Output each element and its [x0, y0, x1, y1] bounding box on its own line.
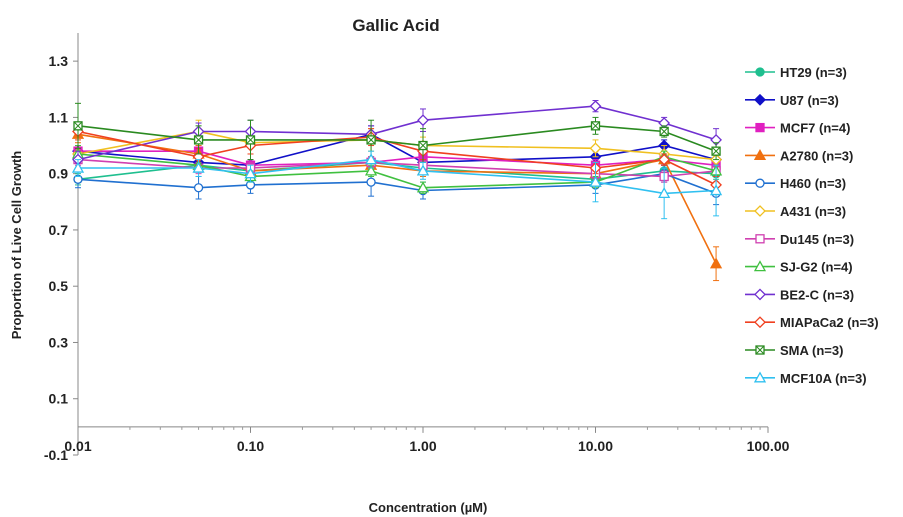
data-point [755, 122, 765, 133]
series-line [77, 133, 717, 265]
y-tick-label: -0.1 [44, 447, 68, 463]
legend-item-mcf7: MCF7 (n=4) [745, 121, 850, 136]
x-tick-label: 1.00 [409, 438, 436, 454]
data-point [658, 187, 671, 199]
data-point [244, 167, 257, 179]
data-point [589, 175, 602, 187]
data-point [366, 177, 376, 187]
legend-item-sma: SMA (n=3) [745, 343, 843, 358]
legend-label: MCF10A (n=3) [780, 371, 867, 386]
data-point [416, 181, 430, 193]
data-point [658, 153, 671, 166]
y-tick-label: 0.3 [49, 334, 69, 350]
data-point [755, 67, 765, 77]
data-point [589, 142, 602, 155]
data-point [754, 205, 766, 217]
x-tick-label: 10.00 [578, 438, 613, 454]
y-tick-label: 1.3 [49, 53, 69, 69]
data-point [754, 93, 766, 106]
axes: -0.1 0.1 0.3 0.5 0.7 0.9 1.1 1.3 0.01 0.10 1.00 10.… [44, 33, 790, 463]
legend-label: HT29 (n=3) [780, 65, 847, 80]
legend-item-ht29: HT29 (n=3) [745, 65, 847, 80]
legend-item-h460: H460 (n=3) [745, 176, 846, 191]
x-axis-title: Concentration (µM) [369, 500, 488, 515]
y-tick-label: 0.5 [49, 278, 69, 294]
series-line [77, 158, 717, 178]
marker-cross [418, 141, 428, 150]
series-line [77, 105, 717, 161]
legend-label: H460 (n=3) [780, 176, 846, 191]
y-axis-title: Proportion of Live Cell Growth [9, 151, 24, 340]
x-tick-label: 0.10 [237, 438, 264, 454]
data-point [192, 161, 205, 173]
series-sma [73, 102, 721, 163]
legend-label: A2780 (n=3) [780, 148, 853, 163]
data-point [193, 183, 204, 193]
data-point [71, 161, 85, 173]
data-point [755, 234, 765, 244]
series-mcf10a [71, 150, 723, 220]
y-tick-label: 0.1 [49, 391, 69, 407]
data-point [754, 288, 766, 301]
legend-item-mcf10a: MCF10A (n=3) [745, 371, 867, 386]
data-point [754, 316, 766, 329]
legend-label: U87 (n=3) [780, 93, 839, 108]
legend-label: MIAPaCa2 (n=3) [780, 315, 879, 330]
marker-cross [366, 135, 376, 145]
data-point [709, 257, 723, 269]
marker-cross [711, 146, 721, 156]
legend-label: MCF7 (n=4) [780, 121, 850, 136]
marker-cross [194, 135, 203, 145]
legend: HT29 (n=3) U87 (n=3) MCF7 (n=4) A2780 (n=3)… [745, 65, 879, 386]
legend-label: A431 (n=3) [780, 204, 846, 219]
data-point [364, 164, 378, 176]
series-line [77, 124, 717, 152]
legend-item-du145: Du145 (n=3) [745, 232, 854, 247]
series-line [77, 130, 717, 186]
series-line [77, 133, 717, 167]
legend-label: SMA (n=3) [780, 343, 843, 358]
y-tick-label: 0.9 [49, 166, 69, 182]
legend-item-a2780: A2780 (n=3) [745, 148, 853, 163]
x-tick-label: 0.01 [64, 438, 91, 454]
marker-cross [246, 135, 255, 145]
legend-item-a431: A431 (n=3) [745, 204, 846, 219]
data-point [709, 184, 723, 196]
marker-cross [755, 345, 765, 355]
data-point [753, 371, 767, 383]
legend-item-u87: U87 (n=3) [745, 93, 839, 108]
y-tick-label: 1.1 [49, 109, 69, 125]
legend-label: SJ-G2 (n=4) [780, 260, 853, 275]
series-miapaca2 [72, 122, 722, 194]
data-point [417, 114, 429, 127]
y-tick-label: 0.7 [49, 222, 69, 238]
x-tick-label: 100.00 [747, 438, 790, 454]
data-point [753, 260, 767, 272]
data-point [589, 100, 602, 113]
data-point [753, 149, 767, 161]
legend-item-be2-c: BE2-C (n=3) [745, 287, 854, 302]
marker-cross [73, 121, 83, 131]
series-line [77, 130, 717, 161]
data-point [364, 153, 378, 165]
data-point [416, 164, 430, 176]
marker-cross [591, 121, 600, 131]
legend-label: Du145 (n=3) [780, 232, 854, 247]
chart-title: Gallic Acid [352, 16, 439, 35]
legend-item-miapaca2: MIAPaCa2 (n=3) [745, 315, 879, 330]
data-point [755, 178, 765, 188]
legend-label: BE2-C (n=3) [780, 287, 854, 302]
series-be2-c [72, 100, 722, 169]
legend-item-sj-g2: SJ-G2 (n=4) [745, 260, 853, 275]
series-layer [71, 100, 723, 282]
series-line [78, 158, 717, 195]
marker-cross [659, 127, 669, 136]
